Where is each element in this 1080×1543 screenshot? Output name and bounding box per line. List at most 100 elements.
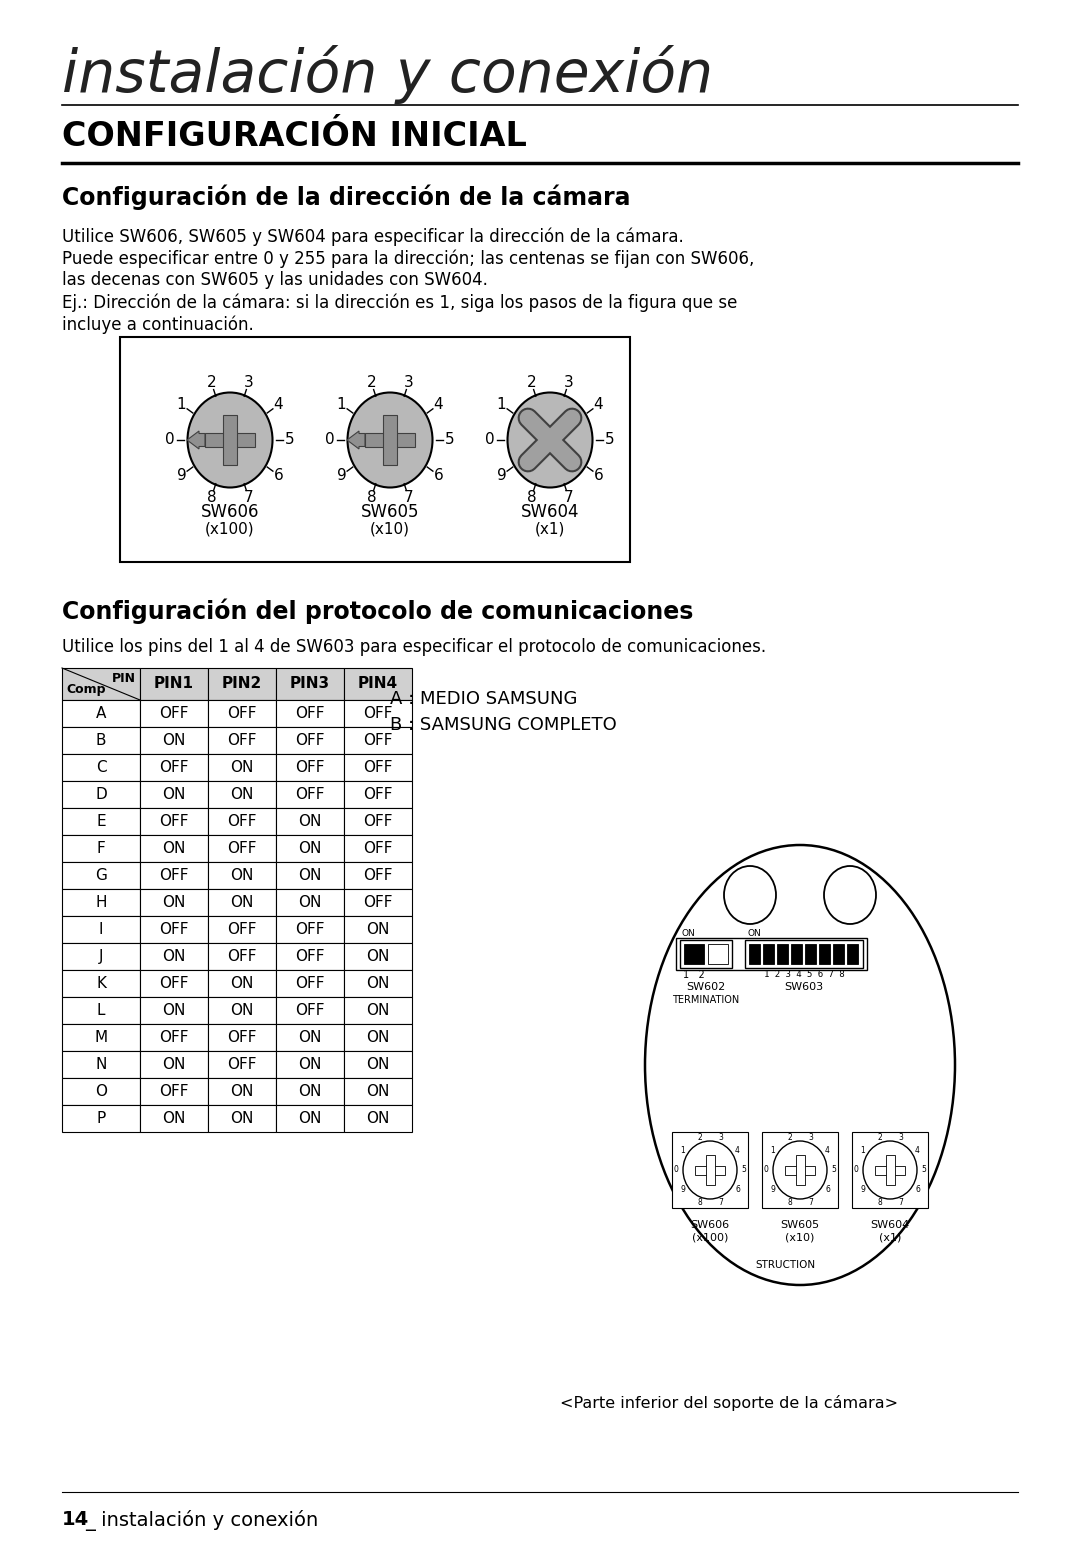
Bar [276, 1105, 345, 1133]
Text: OFF: OFF [295, 923, 325, 937]
Text: P: P [96, 1111, 106, 1126]
Bar [875, 1165, 905, 1174]
Bar [345, 917, 411, 943]
Text: OFF: OFF [227, 733, 257, 748]
Text: 2: 2 [206, 375, 216, 390]
Text: A : MEDIO SAMSUNG: A : MEDIO SAMSUNG [390, 690, 578, 708]
Text: SW603: SW603 [784, 981, 824, 992]
Text: OFF: OFF [295, 733, 325, 748]
Bar [276, 863, 345, 889]
Text: STRUCTION: STRUCTION [755, 1261, 815, 1270]
Text: O: O [95, 1085, 107, 1099]
Text: ON: ON [230, 869, 254, 883]
Text: 8: 8 [697, 1197, 702, 1207]
Text: E: E [96, 815, 106, 829]
Bar [345, 889, 411, 917]
Text: (x10): (x10) [370, 522, 410, 537]
Text: 3: 3 [564, 375, 573, 390]
Text: CONFIGURACIÓN INICIAL: CONFIGURACIÓN INICIAL [62, 120, 527, 153]
Text: ON: ON [230, 1111, 254, 1126]
Text: 4: 4 [915, 1145, 920, 1154]
Bar [276, 668, 345, 701]
Bar [819, 944, 831, 964]
Ellipse shape [508, 392, 593, 488]
Text: G: G [95, 869, 107, 883]
Text: 3: 3 [718, 1133, 723, 1142]
Bar [684, 944, 704, 964]
Text: ON: ON [298, 1085, 322, 1099]
Text: OFF: OFF [159, 869, 189, 883]
Text: A: A [96, 707, 106, 721]
Text: 9: 9 [177, 468, 187, 483]
Text: OFF: OFF [159, 1085, 189, 1099]
Text: 7: 7 [899, 1197, 903, 1207]
Text: (x100): (x100) [692, 1233, 728, 1244]
Bar [140, 863, 208, 889]
Bar [208, 863, 276, 889]
Bar [62, 809, 140, 835]
Text: 4: 4 [273, 397, 283, 412]
Text: (x1): (x1) [535, 522, 565, 537]
Text: 1: 1 [770, 1145, 774, 1154]
Text: Puede especificar entre 0 y 255 para la dirección; las centenas se fijan con SW6: Puede especificar entre 0 y 255 para la … [62, 248, 754, 267]
Bar [276, 1025, 345, 1051]
Text: B: B [96, 733, 106, 748]
Text: (x10): (x10) [785, 1233, 814, 1244]
Bar [276, 755, 345, 781]
Text: OFF: OFF [159, 923, 189, 937]
Bar [208, 835, 276, 863]
Text: ON: ON [230, 787, 254, 802]
Text: 3: 3 [808, 1133, 813, 1142]
Bar [345, 943, 411, 971]
Text: 7: 7 [718, 1197, 723, 1207]
Text: 4: 4 [825, 1145, 829, 1154]
Bar [345, 1025, 411, 1051]
Ellipse shape [645, 846, 955, 1285]
Bar [208, 971, 276, 997]
Text: 3: 3 [244, 375, 254, 390]
Text: Ej.: Dirección de la cámara: si la dirección es 1, siga los pasos de la figura q: Ej.: Dirección de la cámara: si la direc… [62, 293, 738, 312]
Bar [140, 809, 208, 835]
Bar [762, 1133, 838, 1208]
Text: 7: 7 [244, 489, 254, 505]
Bar [208, 781, 276, 809]
Text: ON: ON [298, 1057, 322, 1072]
Ellipse shape [773, 1140, 827, 1199]
Text: OFF: OFF [295, 787, 325, 802]
Bar [62, 781, 140, 809]
Bar [140, 917, 208, 943]
Text: OFF: OFF [363, 707, 393, 721]
Bar [680, 940, 732, 967]
Text: 4: 4 [594, 397, 604, 412]
Bar [62, 1025, 140, 1051]
Bar [140, 1051, 208, 1079]
Text: OFF: OFF [159, 815, 189, 829]
Text: 9: 9 [497, 468, 507, 483]
Text: Configuración de la dirección de la cámara: Configuración de la dirección de la cáma… [62, 185, 631, 210]
Text: OFF: OFF [363, 895, 393, 910]
Text: 5: 5 [832, 1165, 836, 1174]
Text: 6: 6 [825, 1185, 829, 1194]
Text: D: D [95, 787, 107, 802]
Bar [62, 1051, 140, 1079]
Text: SW605: SW605 [361, 503, 419, 522]
Text: OFF: OFF [227, 841, 257, 856]
Ellipse shape [724, 866, 777, 924]
Text: 8: 8 [527, 489, 537, 505]
Bar [276, 781, 345, 809]
Text: K: K [96, 977, 106, 991]
Bar [345, 997, 411, 1025]
Text: PIN2: PIN2 [221, 676, 262, 691]
Bar [140, 727, 208, 755]
Text: L: L [97, 1003, 105, 1018]
Text: OFF: OFF [295, 707, 325, 721]
Text: ON: ON [366, 1057, 390, 1072]
Bar [208, 727, 276, 755]
Bar [676, 938, 867, 971]
Text: SW602: SW602 [687, 981, 726, 992]
Text: OFF: OFF [227, 923, 257, 937]
Text: (x100): (x100) [205, 522, 255, 537]
Bar [62, 835, 140, 863]
Bar [276, 917, 345, 943]
Text: ON: ON [162, 787, 186, 802]
